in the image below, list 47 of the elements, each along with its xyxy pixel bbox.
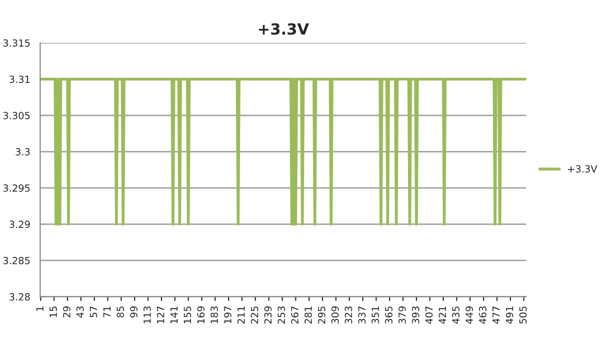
x-tick-label: 267 <box>291 306 298 324</box>
x-tick-label: 43 <box>76 306 84 318</box>
x-tick-label: 323 <box>344 306 352 324</box>
x-tick-label: 449 <box>466 306 473 324</box>
x-tick-label: 15 <box>50 306 57 318</box>
x-tick-label: 505 <box>519 306 527 324</box>
y-tick-label: 3.315 <box>3 39 30 47</box>
x-tick-label: 85 <box>116 306 124 318</box>
x-tick-label: 1 <box>36 306 44 311</box>
x-tick-label: 379 <box>398 306 406 324</box>
x-tick-label: 281 <box>304 306 312 324</box>
x-tick-label: 337 <box>358 306 366 324</box>
x-tick-label: 365 <box>385 306 392 324</box>
x-tick-label: 169 <box>197 306 205 324</box>
x-tick-label: 393 <box>412 306 420 324</box>
x-tick-label: 57 <box>90 306 98 318</box>
x-tick-label: 127 <box>156 306 164 324</box>
x-tick-label: 141 <box>170 306 178 324</box>
x-tick-label: 29 <box>62 306 70 318</box>
x-tick-label: 477 <box>492 306 500 324</box>
x-tick-label: 491 <box>506 306 514 324</box>
x-tick-label: 239 <box>264 306 272 324</box>
x-tick-label: 407 <box>425 306 433 324</box>
y-tick-label: 3.3 <box>16 148 30 156</box>
x-tick-label: 421 <box>438 306 446 324</box>
y-tick-label: 3.305 <box>3 112 30 120</box>
legend-label: +3.3V <box>568 165 598 173</box>
x-tick-label: 225 <box>250 306 258 324</box>
x-tick-label: 351 <box>372 306 380 324</box>
x-tick-label: 113 <box>144 306 151 324</box>
x-tick-label: 253 <box>278 306 286 324</box>
x-tick-label: 183 <box>210 306 218 324</box>
x-tick-label: 99 <box>130 306 138 318</box>
x-tick-label: 309 <box>331 306 339 324</box>
x-tick-label: 211 <box>237 306 245 324</box>
y-tick-label: 3.29 <box>10 220 30 228</box>
x-tick-label: 463 <box>479 306 486 324</box>
chart-title: +3.3V <box>258 23 309 35</box>
x-tick-label: 435 <box>452 306 460 324</box>
x-tick-label: 155 <box>184 306 192 324</box>
y-tick-label: 3.28 <box>10 293 30 301</box>
y-tick-label: 3.285 <box>3 256 30 264</box>
x-tick-label: 295 <box>318 306 326 324</box>
x-tick-label: 71 <box>103 306 110 318</box>
y-tick-label: 3.31 <box>10 76 30 83</box>
y-tick-label: 3.295 <box>3 184 30 192</box>
x-tick-label: 197 <box>224 306 232 324</box>
